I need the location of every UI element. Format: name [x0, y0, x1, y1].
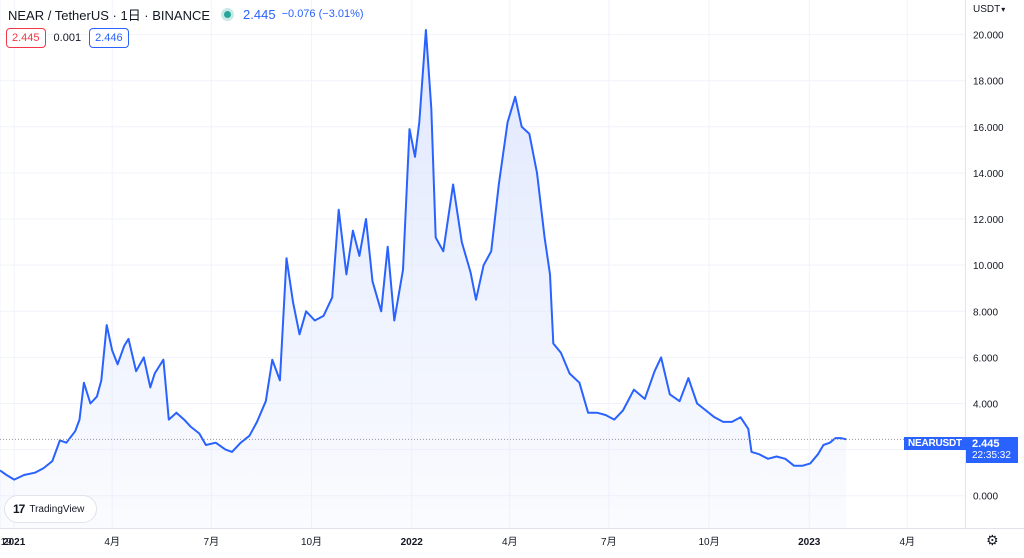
x-tick-label: 10月	[698, 536, 719, 548]
symbol-badge: NEARUSDT	[904, 437, 966, 450]
current-price-label: 2.445 22:35:32	[966, 437, 1018, 463]
x-tick-label: 10月	[301, 536, 322, 548]
spread-value: 0.001	[53, 32, 82, 44]
tradingview-logo[interactable]: 17 TradingView	[4, 495, 97, 523]
y-tick-label: 14.000	[973, 169, 1004, 180]
current-price-value: 2.445	[972, 438, 1000, 450]
x-tick-label: 7月	[601, 536, 617, 548]
y-tick-label: 16.000	[973, 123, 1004, 134]
symbol-header[interactable]: NEAR / TetherUS · 1日 · BINANCE 2.445 −0.…	[8, 5, 364, 23]
price-change: −0.076 (−3.01%)	[281, 8, 364, 20]
settings-gear-icon[interactable]: ⚙	[986, 532, 999, 548]
x-tick-label: 19	[0, 537, 12, 548]
bar-countdown: 22:35:32	[972, 450, 1011, 461]
bid-price[interactable]: 2.445	[6, 28, 46, 48]
last-price: 2.445	[243, 6, 276, 22]
ask-price[interactable]: 2.446	[89, 28, 129, 48]
x-tick-label: 4月	[104, 536, 120, 548]
y-tick-label: 8.000	[973, 307, 998, 318]
currency-selector[interactable]: USDT▾	[973, 4, 1005, 15]
x-tick-label: 2023	[798, 537, 821, 548]
x-tick-label: 4月	[899, 536, 915, 548]
price-area-fill	[0, 30, 847, 528]
currency-caret-icon: ▾	[1001, 5, 1006, 14]
symbol-title[interactable]: NEAR / TetherUS · 1日 · BINANCE	[8, 7, 211, 23]
x-tick-label: 4月	[502, 536, 518, 548]
y-tick-label: 4.000	[973, 399, 998, 410]
tradingview-logo-icon: 17	[13, 502, 25, 516]
y-tick-label: 6.000	[973, 353, 998, 364]
x-tick-label: 2021	[3, 537, 26, 548]
quote-row: 2.445 0.001 2.446	[6, 28, 129, 48]
y-tick-label: 20.000	[973, 31, 1004, 42]
y-tick-label: 18.000	[973, 77, 1004, 88]
currency-label: USDT	[973, 4, 1001, 15]
x-tick-label: 2022	[401, 537, 424, 548]
price-line	[0, 29, 847, 481]
status-dot-icon	[224, 10, 232, 18]
x-tick-label: 7月	[204, 536, 220, 548]
y-tick-label: 12.000	[973, 215, 1004, 226]
price-axis: 0.0002.0004.0006.0008.00010.00012.00014.…	[973, 31, 1004, 503]
y-tick-label: 10.000	[973, 261, 1004, 272]
y-tick-label: 0.000	[973, 492, 998, 503]
tradingview-logo-text: TradingView	[29, 503, 85, 515]
